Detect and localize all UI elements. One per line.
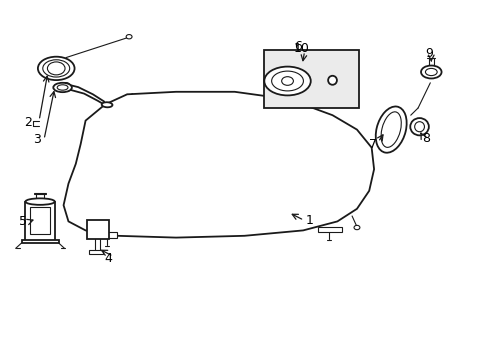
Polygon shape	[21, 240, 59, 243]
Ellipse shape	[327, 76, 336, 85]
Text: 6: 6	[294, 40, 302, 53]
Polygon shape	[317, 227, 342, 232]
Ellipse shape	[271, 71, 303, 91]
Text: 1: 1	[305, 214, 313, 227]
Circle shape	[281, 77, 293, 85]
Ellipse shape	[414, 122, 424, 132]
Circle shape	[47, 62, 65, 75]
Ellipse shape	[375, 107, 406, 153]
Polygon shape	[98, 232, 117, 238]
Ellipse shape	[25, 198, 55, 205]
Ellipse shape	[425, 68, 436, 76]
Polygon shape	[63, 92, 373, 238]
Polygon shape	[30, 207, 50, 234]
Bar	[264, 50, 359, 108]
Ellipse shape	[57, 85, 68, 90]
Ellipse shape	[53, 83, 72, 92]
Ellipse shape	[38, 57, 74, 80]
Circle shape	[353, 225, 359, 230]
Ellipse shape	[380, 112, 401, 147]
Text: 8: 8	[422, 132, 429, 145]
Ellipse shape	[409, 118, 428, 135]
Circle shape	[126, 35, 132, 39]
Text: 7: 7	[368, 138, 376, 151]
Text: 2: 2	[24, 116, 32, 129]
Text: 10: 10	[293, 42, 309, 55]
Ellipse shape	[102, 102, 112, 107]
Polygon shape	[87, 220, 108, 239]
Text: 5: 5	[20, 215, 27, 228]
Ellipse shape	[420, 66, 441, 78]
Ellipse shape	[43, 60, 70, 77]
Ellipse shape	[264, 67, 310, 95]
Text: 9: 9	[425, 47, 432, 60]
Polygon shape	[89, 250, 102, 254]
Text: 4: 4	[104, 252, 112, 265]
Polygon shape	[25, 202, 55, 241]
Ellipse shape	[63, 83, 71, 91]
Text: 3: 3	[33, 133, 41, 146]
